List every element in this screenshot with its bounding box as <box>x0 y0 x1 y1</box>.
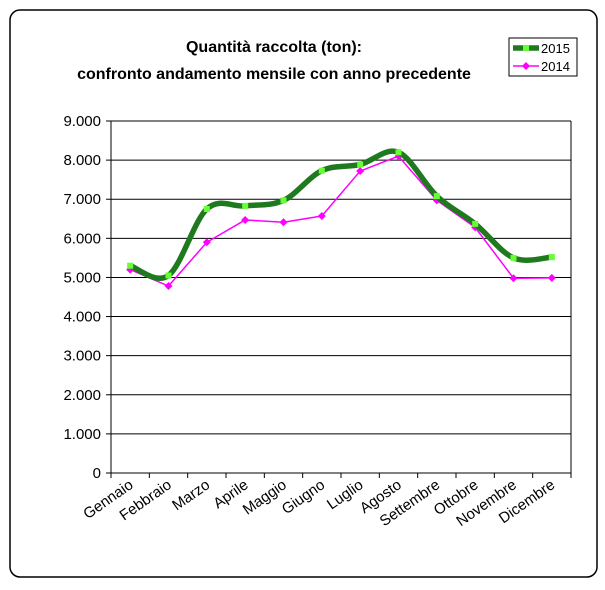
y-tick-label: 2.000 <box>63 387 101 404</box>
data-point-2014 <box>547 273 556 282</box>
data-point-2014 <box>164 282 173 291</box>
data-point-2015 <box>203 206 210 212</box>
y-tick-label: 3.000 <box>63 348 101 365</box>
y-tick-label: 0 <box>93 465 101 482</box>
y-tick-label: 9.000 <box>63 113 101 130</box>
data-point-2015 <box>472 220 479 227</box>
legend-box <box>508 37 578 77</box>
data-point-2015 <box>318 167 325 174</box>
y-tick-label: 7.000 <box>63 191 101 208</box>
data-point-2015 <box>127 262 134 269</box>
data-point-2015 <box>548 254 555 261</box>
data-point-2015 <box>357 161 364 168</box>
data-point-2015 <box>433 193 440 200</box>
legend: 2015 2014 <box>508 37 578 77</box>
chart-title-line-1: Quantità raccolta (ton): <box>186 39 362 56</box>
data-point-2015 <box>242 202 249 209</box>
legend-marker-2015 <box>523 45 529 51</box>
legend-label-2014: 2014 <box>541 59 570 74</box>
y-tick-label: 4.000 <box>63 309 101 326</box>
data-point-2014 <box>202 238 211 247</box>
y-tick-label: 5.000 <box>63 269 101 286</box>
series-line-2014 <box>129 155 553 287</box>
legend-marker-2014 <box>522 62 530 70</box>
data-point-2014 <box>241 215 250 224</box>
y-tick-label: 6.000 <box>63 230 101 247</box>
grid-layer <box>111 120 571 435</box>
chart-border <box>9 9 598 578</box>
series-layer <box>126 148 556 291</box>
data-point-2014 <box>279 218 288 227</box>
data-point-2015 <box>510 254 517 261</box>
data-point-2014 <box>509 274 518 283</box>
data-point-2014 <box>356 167 365 176</box>
data-point-2015 <box>395 149 402 156</box>
data-point-2014 <box>317 212 326 221</box>
legend-label-2015: 2015 <box>541 41 570 56</box>
chart-title-line-2: confronto andamento mensile con anno pre… <box>77 66 471 83</box>
data-point-2015 <box>280 197 287 204</box>
y-tick-label: 1.000 <box>63 426 101 443</box>
y-tick-label: 8.000 <box>63 152 101 169</box>
data-point-2015 <box>165 272 172 279</box>
